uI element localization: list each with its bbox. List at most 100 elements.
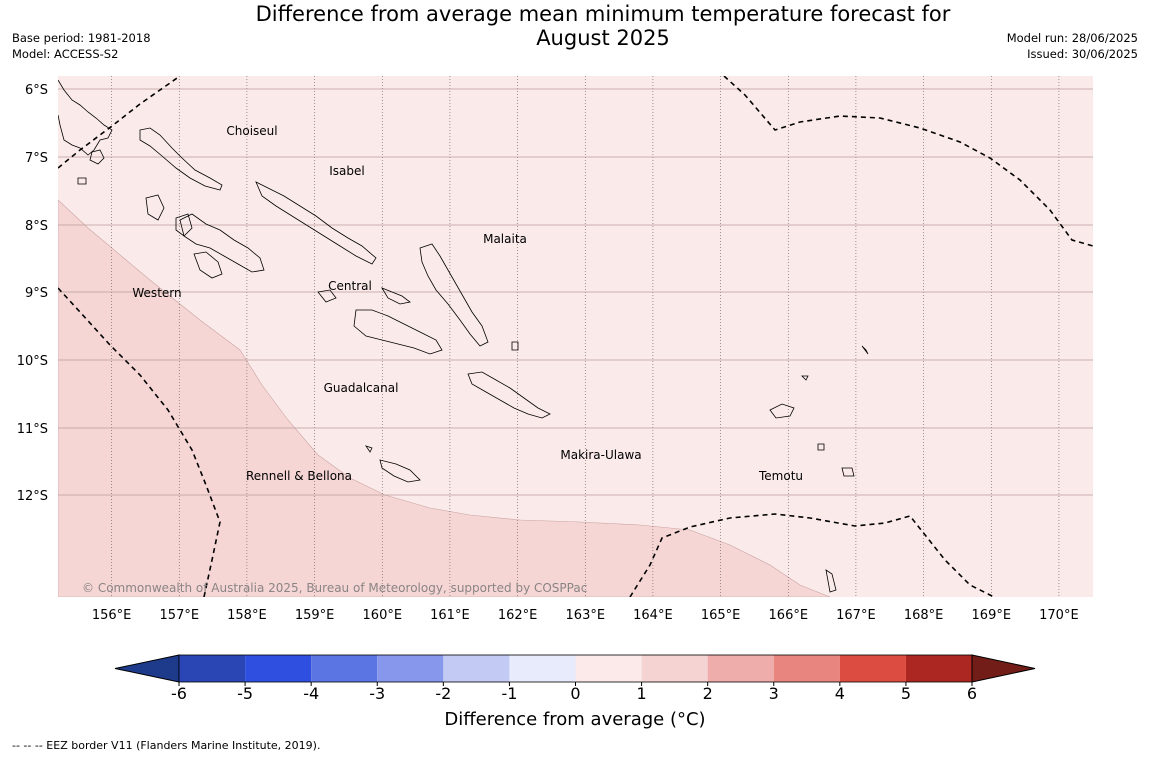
- island-outline: [365, 445, 373, 453]
- lon-label: 164°E: [633, 608, 673, 623]
- province-label-western: Western: [132, 286, 181, 300]
- colorbar-segments: [178, 654, 973, 683]
- choiseul-coast: [139, 127, 223, 191]
- colorbar-tick-label: 3: [769, 684, 779, 703]
- metadata-right: Model run: 28/06/2025 Issued: 30/06/2025: [1007, 30, 1138, 62]
- title-line-2: August 2025: [536, 26, 670, 50]
- colorbar-tick-label: 0: [570, 684, 580, 703]
- colorbar-tick-label: 5: [901, 684, 911, 703]
- province-label-choiseul: Choiseul: [226, 124, 277, 138]
- lon-label: 159°E: [295, 608, 335, 623]
- island-outline: [145, 194, 165, 221]
- colorbar-tick-label: -5: [237, 684, 253, 703]
- province-label-isabel: Isabel: [329, 164, 364, 178]
- base-period: Base period: 1981-2018: [12, 31, 151, 45]
- colorbar-tick-label: 1: [636, 684, 646, 703]
- island-outline: [801, 375, 809, 381]
- colorbar-segment: [179, 655, 246, 682]
- eez-legend-note: -- -- -- EEZ border V11 (Flanders Marine…: [12, 739, 321, 752]
- colorbar-tick-label: 6: [967, 684, 977, 703]
- colorbar-segment: [839, 655, 906, 682]
- colorbar-tick-label: -6: [171, 684, 187, 703]
- province-label-malaita: Malaita: [483, 232, 527, 246]
- province-labels: Choiseul Isabel Malaita Western Central …: [132, 124, 803, 483]
- colorbar-segment: [245, 655, 312, 682]
- province-label-temotu: Temotu: [758, 469, 803, 483]
- santa-cruz-coast: [769, 403, 795, 419]
- colorbar-segment: [773, 655, 840, 682]
- lon-label: 161°E: [430, 608, 470, 623]
- colorbar-segment: [707, 655, 774, 682]
- colorbar-segment: [443, 655, 510, 682]
- colorbar-extend-low: [114, 654, 180, 683]
- lon-label: 157°E: [160, 608, 200, 623]
- colorbar-extend-high: [971, 654, 1036, 683]
- lon-label: 158°E: [227, 608, 267, 623]
- lon-label: 163°E: [566, 608, 606, 623]
- lon-label: 167°E: [836, 608, 876, 623]
- lon-label: 168°E: [904, 608, 944, 623]
- island-outline: [841, 467, 855, 477]
- colorbar-segment: [575, 655, 642, 682]
- new-georgia-coast: [179, 213, 265, 273]
- lat-label: 11°S: [17, 422, 48, 437]
- colorbar-segment: [311, 655, 378, 682]
- colorbar-tick-label: -3: [369, 684, 385, 703]
- graticule: [58, 76, 1093, 597]
- island-outline: [825, 569, 837, 593]
- island-outline: [511, 341, 519, 351]
- florida-islands-coast: [317, 289, 337, 303]
- copyright-watermark: © Commonwealth of Australia 2025, Bureau…: [82, 581, 587, 595]
- colorbar-title: Difference from average (°C): [444, 709, 706, 730]
- island-outline: [175, 213, 193, 237]
- eez-borders: [58, 76, 1093, 597]
- makira-coast: [467, 371, 551, 419]
- lon-label: 162°E: [498, 608, 538, 623]
- lon-label: 165°E: [701, 608, 741, 623]
- longitude-labels: 156°E 157°E 158°E 159°E 160°E 161°E 162°…: [92, 608, 1079, 623]
- lon-label: 166°E: [769, 608, 809, 623]
- lon-label: 156°E: [92, 608, 132, 623]
- colorbar-ticks: -6 -5 -4 -3 -2 -1 0 1 2 3 4 5 6: [171, 682, 977, 703]
- island-outline: [861, 345, 869, 355]
- lon-label: 169°E: [972, 608, 1012, 623]
- colorbar-tick-label: 4: [835, 684, 845, 703]
- model-run: Model run: 28/06/2025: [1006, 31, 1138, 45]
- colorbar-segment: [905, 655, 972, 682]
- island-outline: [817, 443, 825, 451]
- eez-border-line: [723, 76, 1093, 247]
- model-name: Model: ACCESS-S2: [12, 47, 119, 61]
- province-label-central: Central: [328, 279, 372, 293]
- colorbar-tick-label: -2: [435, 684, 451, 703]
- colorbar-tick-label: -1: [501, 684, 517, 703]
- province-label-guadalcanal: Guadalcanal: [324, 381, 399, 395]
- lat-label: 8°S: [25, 219, 48, 234]
- colorbar-tick-label: 2: [703, 684, 713, 703]
- bougainville-coast: [58, 79, 113, 156]
- coastlines: [58, 79, 869, 593]
- colorbar-segment: [641, 655, 708, 682]
- colorbar: -6 -5 -4 -3 -2 -1 0 1 2 3 4 5 6: [114, 654, 1036, 703]
- island-outline: [89, 149, 105, 165]
- lat-label: 9°S: [25, 286, 48, 301]
- metadata-left: Base period: 1981-2018 Model: ACCESS-S2: [12, 30, 151, 62]
- province-label-rennell-bellona: Rennell & Bellona: [246, 469, 352, 483]
- issued-date: Issued: 30/06/2025: [1027, 47, 1138, 61]
- lon-label: 160°E: [363, 608, 403, 623]
- lon-label: 170°E: [1039, 608, 1079, 623]
- lat-label: 7°S: [25, 151, 48, 166]
- lat-label: 6°S: [25, 83, 48, 98]
- lat-label: 12°S: [17, 489, 48, 504]
- russell-islands-coast: [381, 287, 411, 305]
- province-label-makira-ulawa: Makira-Ulawa: [560, 448, 641, 462]
- island-outline: [77, 177, 87, 185]
- guadalcanal-coast: [353, 309, 443, 355]
- colorbar-tick-label: -4: [303, 684, 319, 703]
- eez-border-line: [629, 513, 995, 597]
- colorbar-segment: [509, 655, 576, 682]
- eez-border-line: [58, 76, 181, 169]
- eez-border-line: [58, 287, 221, 597]
- colorbar-segment: [377, 655, 444, 682]
- lat-label: 10°S: [17, 354, 48, 369]
- map-title: Difference from average mean minimum tem…: [200, 2, 1006, 50]
